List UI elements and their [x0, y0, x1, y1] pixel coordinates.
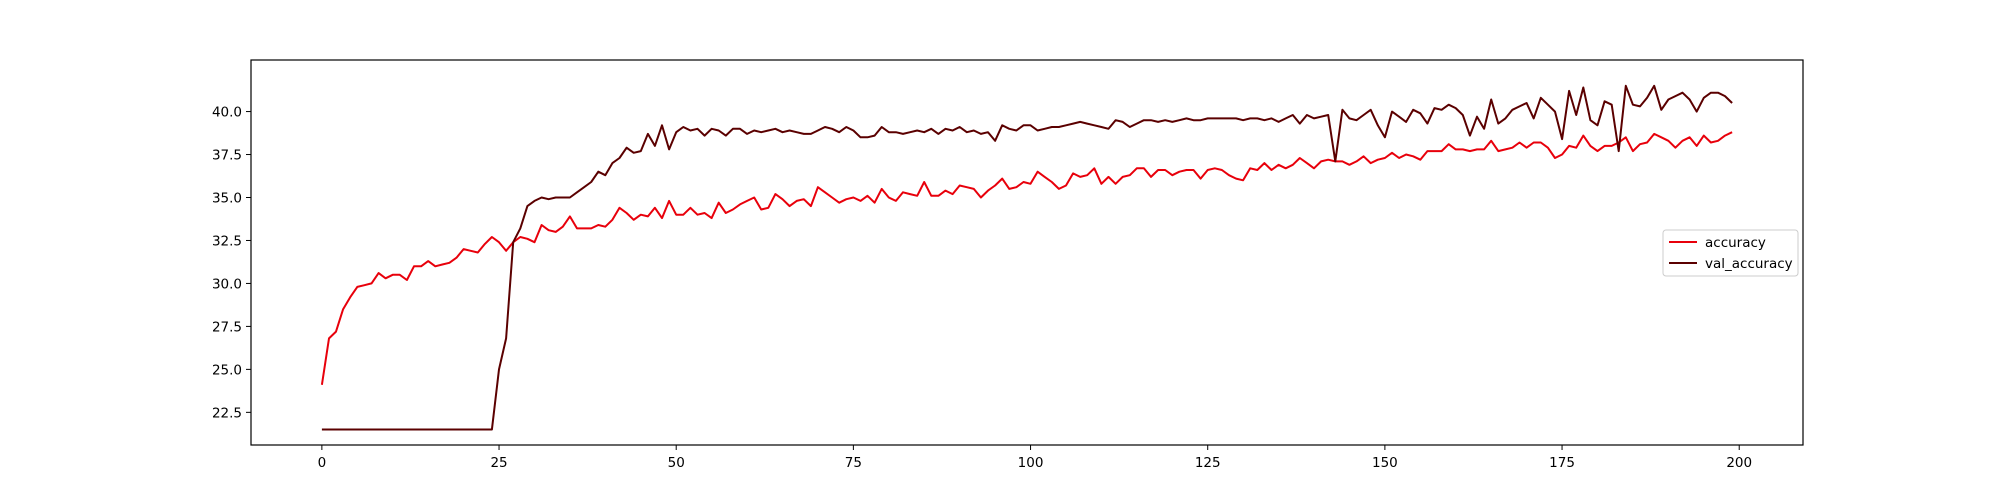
x-tick-label: 125	[1195, 455, 1221, 471]
y-tick-label: 32.5	[212, 233, 242, 249]
legend-label: accuracy	[1705, 235, 1766, 251]
y-tick-label: 27.5	[212, 319, 242, 335]
y-axis: 22.5 25.0 27.5 30.0 32.5 35.0 37.5 40.0	[212, 105, 251, 421]
x-tick-label: 175	[1549, 455, 1575, 471]
y-tick-label: 30.0	[212, 276, 242, 292]
x-tick-label: 100	[1018, 455, 1044, 471]
x-tick-label: 75	[845, 455, 862, 471]
series-line-val-accuracy	[321, 84, 1733, 431]
axes-frame	[250, 59, 1804, 446]
x-tick-label: 25	[490, 455, 507, 471]
x-tick-label: 200	[1726, 455, 1752, 471]
y-tick-label: 37.5	[212, 148, 242, 164]
legend: accuracy val_accuracy	[1662, 229, 1799, 277]
x-tick-label: 50	[668, 455, 685, 471]
x-axis: 0 25 50 75 100 125 150 175 200	[318, 445, 1752, 471]
plot-area	[320, 84, 1733, 431]
y-tick-label: 22.5	[212, 405, 242, 421]
x-tick-label: 150	[1372, 455, 1398, 471]
series-line-accuracy	[320, 131, 1733, 385]
y-tick-label: 35.0	[212, 191, 242, 207]
y-tick-label: 40.0	[212, 105, 242, 121]
x-tick-label: 0	[318, 455, 327, 471]
legend-label: val_accuracy	[1705, 256, 1793, 272]
y-tick-label: 25.0	[212, 362, 242, 378]
